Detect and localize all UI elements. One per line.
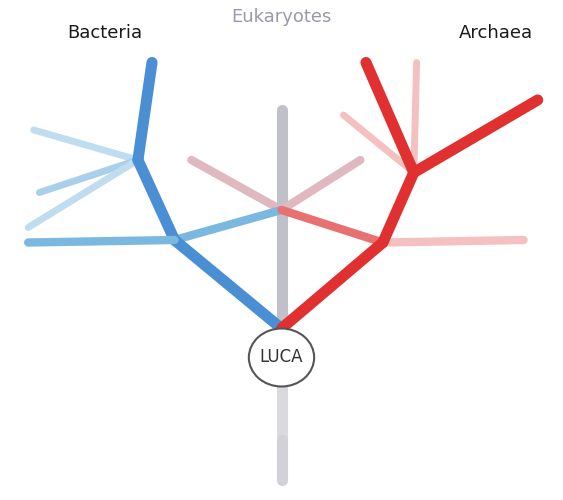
Text: Archaea: Archaea <box>458 24 533 42</box>
Text: LUCA: LUCA <box>260 348 303 366</box>
Text: Eukaryotes: Eukaryotes <box>231 8 332 26</box>
Circle shape <box>249 328 314 386</box>
Text: Bacteria: Bacteria <box>68 24 142 42</box>
